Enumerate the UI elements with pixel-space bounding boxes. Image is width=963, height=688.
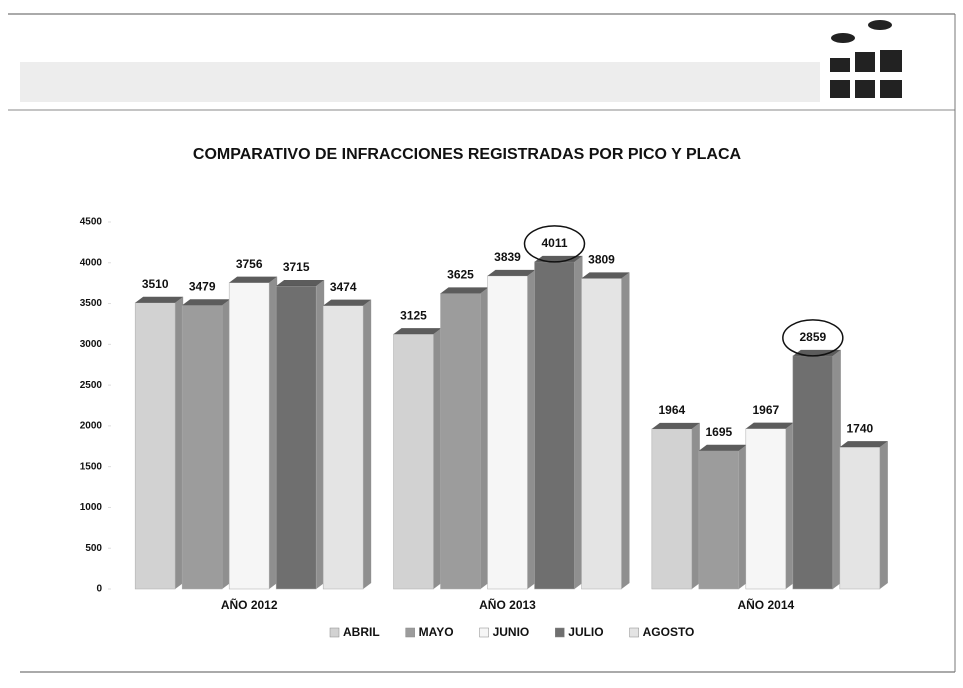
bar-side [433, 328, 442, 589]
bar [487, 275, 528, 590]
data-label: 3715 [283, 260, 310, 274]
bar-top [745, 422, 794, 429]
y-tick-label: 0 [96, 584, 102, 595]
data-label: 3474 [330, 280, 357, 294]
bar-side [832, 349, 841, 589]
y-tick-label: 4000 [80, 257, 103, 268]
bar-side [879, 441, 888, 589]
bar-side [269, 276, 278, 589]
y-tick-label: 2000 [80, 421, 103, 432]
data-label: 3809 [588, 253, 615, 267]
data-label: 3625 [447, 268, 474, 282]
bar-side [738, 444, 747, 589]
legend-swatch [479, 627, 489, 638]
bar-side [363, 299, 372, 589]
bar-top [651, 422, 700, 429]
bar-top [698, 444, 747, 451]
header-noise [20, 62, 820, 102]
bar [581, 278, 622, 590]
bar-top [229, 276, 278, 283]
highlight-circle [523, 225, 586, 263]
legend-swatch [329, 627, 340, 638]
bar [839, 446, 881, 590]
bar-top [182, 299, 231, 306]
legend-label: ABRIL [343, 625, 380, 639]
highlight-circle [782, 319, 844, 357]
y-tick-label: 3000 [80, 339, 103, 350]
data-label: 2859 [799, 330, 826, 344]
bar [228, 282, 270, 590]
x-tick-label: AÑO 2012 [221, 597, 278, 612]
y-tick-label: 3500 [80, 298, 103, 309]
chart-title: COMPARATIVO DE INFRACCIONES REGISTRADAS … [193, 146, 742, 163]
bar-top [440, 287, 489, 294]
bar-top [792, 349, 841, 356]
legend-label: MAYO [419, 625, 454, 639]
y-tick-label: 1500 [80, 461, 103, 472]
bar-side [480, 287, 489, 589]
bar [393, 333, 434, 590]
y-tick-label: 2500 [80, 380, 103, 391]
bar-top [581, 272, 630, 279]
bar-top [135, 296, 184, 303]
bar [322, 305, 364, 590]
x-tick-label: AÑO 2013 [479, 597, 536, 612]
legend-swatch [555, 627, 565, 638]
x-tick-label: AÑO 2014 [737, 597, 794, 612]
data-label: 3839 [494, 250, 521, 264]
bar [792, 355, 834, 590]
legend-label: JUNIO [493, 625, 530, 639]
bar [275, 285, 317, 590]
data-label: 3125 [400, 308, 427, 322]
data-label: 4011 [541, 236, 567, 250]
bar-top [276, 280, 325, 287]
bar-top [393, 328, 442, 335]
bar [134, 302, 176, 590]
bar-side [527, 269, 536, 589]
y-tick-label: 4500 [80, 217, 103, 228]
legend-label: JULIO [568, 625, 603, 639]
data-label: 3756 [236, 257, 263, 271]
bar [698, 450, 740, 590]
bar [534, 261, 575, 590]
data-label: 1967 [752, 403, 779, 417]
data-label: 3510 [142, 277, 169, 291]
bar [651, 428, 693, 590]
data-label: 3479 [189, 279, 216, 293]
legend-swatch [405, 627, 415, 638]
y-tick-label: 1000 [80, 502, 103, 513]
data-label: 1740 [846, 421, 873, 435]
y-tick-label: 500 [85, 543, 102, 554]
bar-top [487, 269, 536, 276]
bar-side [621, 272, 630, 589]
bar [181, 305, 223, 590]
bar-top [839, 441, 888, 448]
bar [440, 293, 481, 590]
bar-top [323, 299, 372, 306]
legend-label: AGOSTO [643, 625, 695, 639]
bar-side [574, 255, 583, 589]
bar [745, 428, 787, 590]
logo [830, 20, 902, 98]
legend-swatch [629, 627, 639, 638]
data-label: 1964 [658, 403, 685, 417]
bar-side [785, 422, 794, 589]
bar-side [316, 280, 325, 589]
bar-side [222, 299, 231, 589]
bar-side [691, 422, 700, 589]
bar-top [534, 255, 583, 262]
data-label: 1695 [705, 425, 732, 439]
bar-side [175, 296, 184, 589]
